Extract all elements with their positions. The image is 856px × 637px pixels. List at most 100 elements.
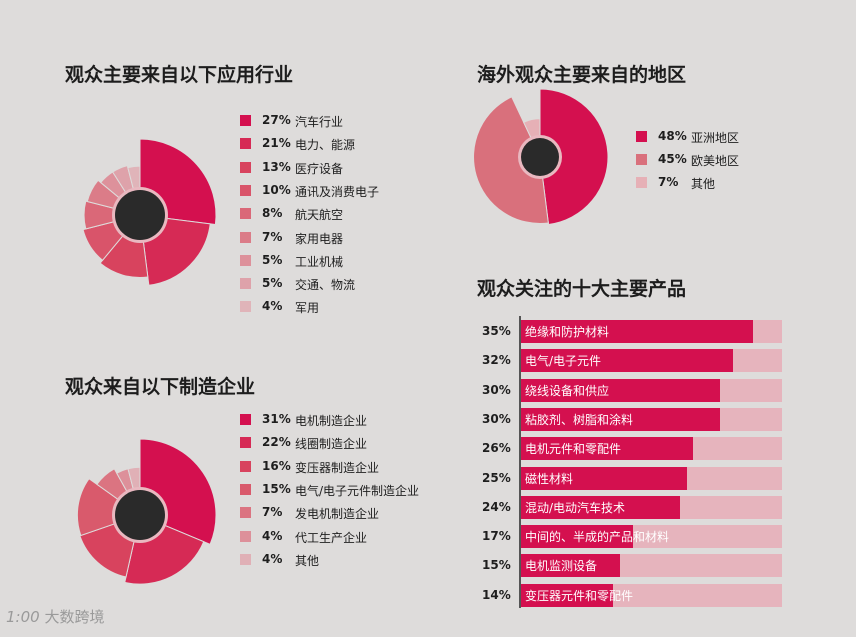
- regions-legend-percent: 7%: [658, 175, 679, 189]
- regions-rose-chart: [473, 88, 609, 226]
- product-bar-label: 粘胶剂、树脂和涂料: [525, 412, 634, 427]
- product-bar-row: 25% 磁性材料: [474, 466, 794, 490]
- product-bar-percent: 15%: [482, 558, 511, 573]
- industries-legend-swatch: [240, 301, 251, 313]
- bar-chart-axis-line: [519, 316, 521, 608]
- product-bar-fill: [520, 437, 694, 461]
- regions-legend-label: 其他: [691, 177, 716, 191]
- industries-legend-percent: 27%: [262, 113, 291, 127]
- regions-legend-swatch: [636, 154, 647, 165]
- watermark-logo-mark: 1:00: [6, 608, 40, 626]
- manufacturers-legend-swatch: [240, 530, 251, 542]
- manufacturers-legend-label: 电机制造企业: [295, 414, 368, 428]
- product-bar-row: 26% 电机元件和零配件: [474, 437, 794, 461]
- product-bar-percent: 14%: [482, 587, 511, 602]
- regions-legend-label: 欧美地区: [691, 154, 740, 168]
- product-bar-fill: [520, 349, 734, 373]
- product-bar-track: 中间的、半成的产品和材料: [520, 525, 782, 549]
- product-bar-track: 电机元件和零配件: [520, 437, 782, 461]
- manufacturers-legend-swatch: [240, 460, 251, 472]
- manufacturers-legend-label: 线圈制造企业: [295, 437, 368, 452]
- industries-legend-percent: 21%: [262, 136, 291, 151]
- product-bar-fill: [520, 525, 634, 549]
- industries-legend-label: 交通、物流: [295, 278, 356, 293]
- industries-chart-title: 观众主要来自以下应用行业: [65, 64, 294, 86]
- watermark-text: 大数跨境: [44, 608, 105, 626]
- manufacturers-legend-percent: 31%: [262, 412, 291, 426]
- industries-legend-label: 通讯及消费电子: [295, 184, 380, 199]
- product-bar-row: 30% 粘胶剂、树脂和涂料: [474, 407, 794, 431]
- product-bar-percent: 32%: [482, 353, 511, 368]
- product-bar-label: 磁性材料: [525, 471, 574, 486]
- industries-legend-label: 医疗设备: [295, 161, 344, 176]
- industries-legend-percent: 5%: [262, 276, 283, 291]
- product-bar-row: 35% 绝缘和防护材料: [474, 320, 794, 343]
- industries-legend-label: 军用: [295, 301, 320, 316]
- manufacturers-legend-swatch: [240, 437, 251, 449]
- product-bar-label: 绕线设备和供应: [525, 383, 610, 398]
- product-bar-fill: [520, 495, 680, 519]
- industries-legend-swatch: [240, 278, 251, 290]
- product-bar-label: 电机元件和零配件: [525, 442, 622, 457]
- product-bar-track: 变压器元件和零配件: [520, 583, 782, 607]
- product-bar-label: 变压器元件和零配件: [525, 588, 634, 603]
- manufacturers-legend-swatch: [240, 553, 251, 565]
- product-bar-row: 24% 混动/电动汽车技术: [474, 495, 794, 519]
- product-bar-row: 14% 变压器元件和零配件: [474, 583, 794, 607]
- regions-legend-label: 亚洲地区: [691, 131, 740, 145]
- product-bar-label: 绝缘和防护材料: [525, 325, 610, 339]
- product-bar-track: 混动/电动汽车技术: [520, 495, 782, 519]
- industries-legend-swatch: [240, 184, 251, 196]
- product-bar-fill: [520, 320, 754, 343]
- industries-legend-swatch: [240, 138, 251, 150]
- manufacturers-legend-label: 其他: [295, 553, 320, 568]
- product-bar-label: 混动/电动汽车技术: [525, 500, 626, 515]
- product-bar-label: 电气/电子元件: [525, 354, 602, 369]
- product-bar-row: 17% 中间的、半成的产品和材料: [474, 525, 794, 549]
- manufacturers-legend-percent: 4%: [262, 551, 283, 566]
- industries-legend-label: 航天航空: [295, 208, 344, 223]
- industries-legend-percent: 4%: [262, 299, 283, 314]
- manufacturers-rose-chart: [76, 438, 217, 585]
- product-bar-row: 15% 电机监测设备: [474, 554, 794, 578]
- industries-legend-label: 汽车行业: [295, 115, 344, 129]
- product-bar-track: 电机监测设备: [520, 554, 782, 578]
- industries-legend-label: 电力、能源: [295, 138, 356, 153]
- product-bar-fill: [520, 466, 687, 490]
- industries-legend-swatch: [240, 115, 251, 126]
- product-bar-track: 绕线设备和供应: [520, 378, 782, 402]
- manufacturers-legend-label: 变压器制造企业: [295, 460, 380, 475]
- product-bar-row: 32% 电气/电子元件: [474, 349, 794, 373]
- manufacturers-legend-percent: 7%: [262, 505, 283, 520]
- industries-legend-swatch: [240, 231, 251, 243]
- industries-legend-percent: 5%: [262, 252, 283, 267]
- product-bar-percent: 24%: [482, 499, 511, 514]
- product-bar-row: 30% 绕线设备和供应: [474, 378, 794, 402]
- industries-legend-swatch: [240, 161, 251, 173]
- manufacturers-legend-percent: 16%: [262, 458, 291, 473]
- regions-legend-percent: 48%: [658, 129, 687, 143]
- regions-chart-title: 海外观众主要来自的地区: [477, 64, 687, 86]
- product-bar-track: 磁性材料: [520, 466, 782, 490]
- manufacturers-legend-swatch: [240, 507, 251, 519]
- manufacturers-center-hole: [115, 490, 165, 540]
- manufacturers-legend-percent: 15%: [262, 481, 291, 496]
- industries-legend-percent: 10%: [262, 182, 291, 197]
- product-bar-percent: 25%: [482, 470, 511, 485]
- manufacturers-legend-swatch: [240, 414, 251, 425]
- product-bar-track: 绝缘和防护材料: [520, 320, 782, 343]
- regions-legend-percent: 45%: [658, 152, 687, 166]
- watermark-logo: 1:00 大数跨境: [6, 606, 104, 627]
- product-bar-fill: [520, 407, 720, 431]
- regions-legend-swatch: [636, 131, 647, 142]
- industries-legend-percent: 13%: [262, 159, 291, 174]
- products-bar-chart: 35% 绝缘和防护材料 32% 电气/电子元件 30% 绕线设备和供应 30% 粘胶剂、树脂和…: [474, 316, 794, 608]
- industries-legend-swatch: [240, 254, 251, 266]
- industries-legend-label: 家用电器: [295, 231, 344, 246]
- product-bar-track: 粘胶剂、树脂和涂料: [520, 407, 782, 431]
- product-bar-percent: 30%: [482, 411, 511, 426]
- manufacturers-legend-percent: 22%: [262, 435, 291, 450]
- product-bar-fill: [520, 378, 720, 402]
- industries-legend-percent: 7%: [262, 229, 283, 244]
- product-bar-percent: 17%: [482, 529, 511, 544]
